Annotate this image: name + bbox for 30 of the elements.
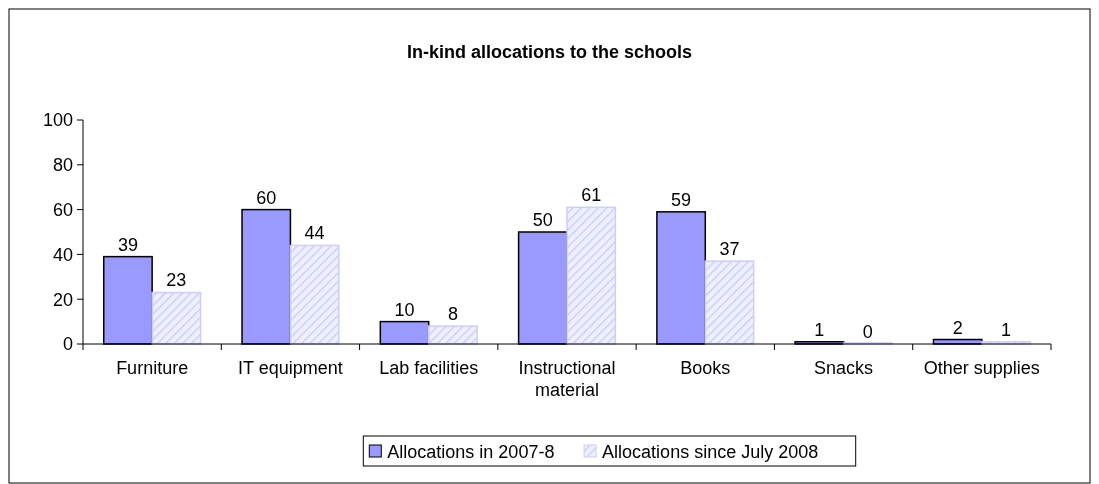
x-tick-label: Lab facilities bbox=[379, 358, 479, 378]
y-tick-label: 20 bbox=[52, 289, 73, 310]
data-label: 61 bbox=[581, 185, 602, 206]
data-label: 50 bbox=[532, 210, 553, 230]
data-label: 59 bbox=[671, 189, 692, 210]
x-tick-label: IT equipment bbox=[238, 358, 343, 378]
chart-title: In-kind allocations to the schools bbox=[406, 42, 693, 62]
data-label: 0 bbox=[862, 322, 873, 342]
y-tick-label: 60 bbox=[52, 199, 73, 220]
data-label: 10 bbox=[394, 299, 415, 320]
x-tick-label: Snacks bbox=[814, 358, 874, 378]
data-label: 1 bbox=[814, 319, 825, 340]
x-tick-label: Instructional material bbox=[518, 358, 616, 400]
data-label: 37 bbox=[719, 239, 740, 260]
legend-label: Allocations since July 2008 bbox=[602, 442, 819, 463]
x-tick-label: Books bbox=[680, 358, 731, 378]
data-label: 8 bbox=[447, 304, 458, 325]
x-tick-label: Other supplies bbox=[923, 358, 1040, 378]
data-label: 1 bbox=[1001, 319, 1012, 340]
y-tick-label: 100 bbox=[42, 110, 73, 131]
y-tick-label: 40 bbox=[52, 244, 73, 265]
x-tick-label: Furniture bbox=[116, 358, 189, 378]
data-label: 44 bbox=[304, 223, 325, 244]
y-tick-label: 80 bbox=[52, 155, 73, 176]
data-label: 60 bbox=[256, 187, 277, 208]
legend-label: Allocations in 2007-8 bbox=[387, 442, 555, 463]
data-label: 23 bbox=[166, 270, 187, 291]
data-label: 2 bbox=[952, 317, 963, 338]
data-label: 39 bbox=[117, 234, 138, 255]
y-tick-label: 0 bbox=[62, 334, 73, 355]
